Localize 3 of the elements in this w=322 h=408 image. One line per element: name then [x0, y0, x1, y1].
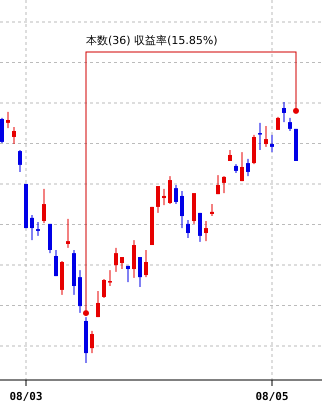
x-tick-label: 08/03 — [9, 390, 43, 403]
x-tick-label: 08/05 — [255, 390, 289, 403]
text: 本数(36) 収益率(15.85%) — [86, 34, 218, 47]
